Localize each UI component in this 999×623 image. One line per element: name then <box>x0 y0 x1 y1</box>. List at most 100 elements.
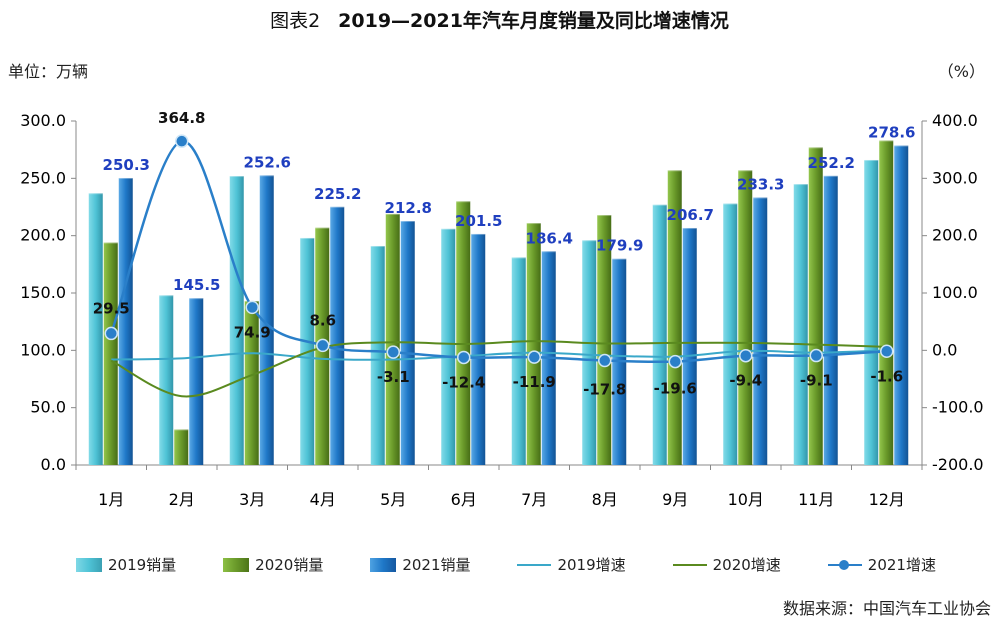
bar-2019销量 <box>229 176 244 466</box>
growth-2021-data-label: 8.6 <box>309 311 336 329</box>
bar-2021销量 <box>894 145 909 465</box>
left-axis-unit: 单位：万辆 <box>8 62 89 81</box>
bar-top-highlight <box>385 211 400 215</box>
legend-swatch-2019-growth <box>517 558 552 572</box>
line-2019增速 <box>111 349 887 361</box>
data-source: 数据来源：中国汽车工业协会 <box>782 599 991 618</box>
bar-top-highlight <box>793 182 808 186</box>
x-tick-label: 5月 <box>380 490 406 509</box>
right-tick-label: 0.0 <box>932 340 957 359</box>
bar-top-highlight <box>370 243 385 247</box>
legend-item-2020-sales: 2020销量 <box>223 554 323 575</box>
bar-2019销量 <box>793 184 808 466</box>
growth-2021-data-label: 29.5 <box>93 299 130 317</box>
x-tick-label: 9月 <box>662 490 688 509</box>
right-tick-label: 200.0 <box>932 226 978 245</box>
marker-2021-growth <box>809 348 823 363</box>
sales-2021-data-label: 250.3 <box>103 156 150 174</box>
bar-2021销量 <box>753 197 768 465</box>
legend-item-2021-sales: 2021销量 <box>370 554 471 575</box>
bar-2020销量 <box>808 147 823 465</box>
x-tick-label: 2月 <box>169 490 195 509</box>
bar-top-highlight <box>526 221 541 225</box>
bar-2020销量 <box>174 429 189 465</box>
right-tick-label: -100.0 <box>932 398 984 417</box>
sales-2021-data-label: 225.2 <box>314 185 361 203</box>
bar-top-highlight <box>652 202 667 206</box>
bar-2020销量 <box>526 223 541 465</box>
bar-top-highlight <box>441 226 456 230</box>
left-tick-label: 100.0 <box>20 340 66 359</box>
legend-item-2019-sales: 2019销量 <box>76 554 176 575</box>
bar-2021销量 <box>682 227 697 465</box>
sales-2021-data-label: 278.6 <box>868 124 915 142</box>
bar-2019销量 <box>864 159 879 465</box>
left-tick-label: 300.0 <box>20 111 66 130</box>
legend-swatch-2021-growth <box>827 558 862 572</box>
bar-top-highlight <box>723 201 738 205</box>
bar-top-highlight <box>612 256 627 260</box>
bar-top-highlight <box>879 138 894 142</box>
marker-2021-growth <box>386 345 400 359</box>
bar-2021销量 <box>330 206 345 465</box>
growth-2021-data-label: -19.6 <box>654 380 697 398</box>
legend-swatch-2020-growth <box>672 558 707 572</box>
sales-2021-data-label: 201.5 <box>455 212 502 230</box>
bar-2020销量 <box>244 301 259 465</box>
line-2021增速 <box>110 139 887 364</box>
left-tick-label: 150.0 <box>20 283 66 302</box>
right-tick-label: 400.0 <box>932 111 978 130</box>
marker-2021-growth <box>668 354 682 369</box>
bar-top-highlight <box>315 225 330 229</box>
bar-2020销量 <box>385 213 400 465</box>
x-tick-label: 6月 <box>451 490 477 509</box>
x-tick-label: 11月 <box>798 490 834 509</box>
bar-top-highlight <box>174 427 189 431</box>
bar-2019销量 <box>370 245 385 465</box>
x-tick-label: 8月 <box>592 490 618 509</box>
bar-2019销量 <box>511 257 526 465</box>
bar-top-highlight <box>808 145 823 149</box>
legend-label: 2019增速 <box>557 556 626 574</box>
marker-2021-growth <box>104 326 118 341</box>
x-tick-label: 4月 <box>310 490 336 509</box>
legend-item-2020-growth: 2020增速 <box>672 554 781 575</box>
legend-label: 2019销量 <box>108 556 177 574</box>
bar-2019销量 <box>159 295 174 465</box>
bar-top-highlight <box>541 249 556 253</box>
bar-2021销量 <box>189 298 204 465</box>
growth-2021-data-label: 74.9 <box>234 323 271 341</box>
marker-2021-growth <box>527 350 541 364</box>
sales-2021-data-label: 233.3 <box>737 175 784 193</box>
bar-2019销量 <box>88 193 103 466</box>
sales-2021-data-label: 179.9 <box>596 237 643 255</box>
left-tick-label: 200.0 <box>20 226 66 245</box>
sales-2021-data-label: 206.7 <box>667 206 714 224</box>
bar-top-highlight <box>259 173 274 177</box>
bar-2019销量 <box>652 204 667 465</box>
chart-title: 图表2 2019—2021年汽车月度销量及同比增速情况 <box>0 6 999 33</box>
legend-swatch-2020-sales <box>223 557 250 572</box>
bar-top-highlight <box>597 213 612 217</box>
left-tick-label: 0.0 <box>41 455 66 474</box>
bar-top-highlight <box>400 218 415 222</box>
bar-top-highlight <box>753 195 768 199</box>
growth-2021-data-label: -17.8 <box>583 381 626 399</box>
bar-top-highlight <box>471 231 486 235</box>
legend-item-2021-growth: 2021增速 <box>827 554 936 575</box>
growth-2021-data-label: -9.4 <box>729 372 762 390</box>
right-tick-label: 300.0 <box>932 168 978 187</box>
bar-top-highlight <box>738 168 753 172</box>
sales-2021-data-label: 186.4 <box>526 229 573 247</box>
right-tick-label: 100.0 <box>932 283 978 302</box>
bar-top-highlight <box>229 174 244 178</box>
left-tick-label: 250.0 <box>20 168 66 187</box>
bar-top-highlight <box>159 293 174 297</box>
marker-2021-growth <box>880 344 894 359</box>
legend-label: 2021销量 <box>402 556 471 574</box>
bar-top-highlight <box>330 204 345 208</box>
bar-2021销量 <box>259 175 274 466</box>
sales-2021-data-label: 212.8 <box>385 199 432 217</box>
bar-top-highlight <box>511 255 526 259</box>
